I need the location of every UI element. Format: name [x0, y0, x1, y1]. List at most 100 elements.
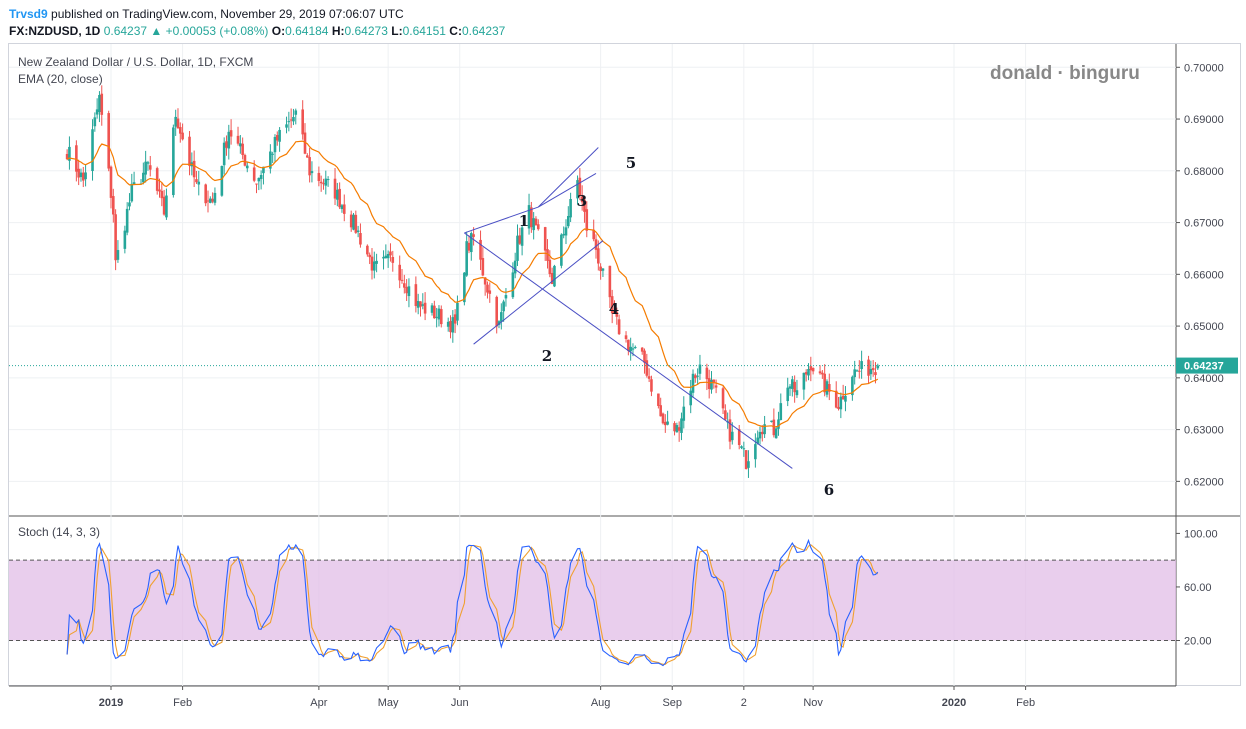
- candle-body: [608, 265, 612, 298]
- candle-body: [336, 189, 339, 200]
- candle-body: [222, 142, 226, 166]
- candle-body: [109, 166, 113, 198]
- author-name[interactable]: Trvsd9: [9, 7, 48, 21]
- candle-body: [543, 227, 547, 251]
- candle-body: [340, 205, 344, 210]
- wave-label-2: 2: [542, 347, 552, 365]
- candle-body: [737, 429, 741, 446]
- high-value: 0.64273: [344, 24, 388, 38]
- price-tick-label: 0.65000: [1184, 321, 1224, 333]
- candle-body: [301, 109, 304, 135]
- candle-body: [472, 234, 475, 237]
- time-tick-label: Feb: [1016, 697, 1035, 709]
- pattern-trendline: [537, 147, 599, 208]
- candle-body: [712, 379, 716, 383]
- price-tick-label: 0.67000: [1184, 218, 1224, 230]
- candle-body: [793, 381, 796, 393]
- candle-body: [403, 283, 406, 288]
- candle-body: [516, 235, 519, 261]
- candle-body: [520, 227, 524, 246]
- candle-body: [689, 390, 693, 406]
- candle-body: [786, 387, 790, 402]
- stoch-tick-label: 20.00: [1184, 635, 1212, 647]
- candle-body: [647, 376, 651, 379]
- candle-body: [322, 183, 325, 185]
- candle-body: [241, 143, 244, 156]
- candle-body: [372, 261, 376, 271]
- candle-body: [204, 184, 207, 204]
- stoch-band: [9, 560, 1176, 641]
- candle-body: [125, 208, 129, 233]
- time-tick-label: 2: [741, 697, 747, 709]
- pattern-trendline: [464, 232, 793, 469]
- price-tick-label: 0.63000: [1184, 425, 1224, 437]
- candle-body: [742, 448, 746, 450]
- candle-body: [465, 241, 468, 276]
- watermark: donald · binguru: [990, 63, 1140, 84]
- candle-body: [81, 172, 85, 181]
- candle-body: [206, 200, 210, 202]
- candle-body: [698, 364, 702, 374]
- candle-body: [93, 117, 97, 127]
- time-tick-label: Jun: [451, 697, 469, 709]
- wave-label-5: 5: [626, 154, 636, 172]
- candle-body: [601, 268, 605, 271]
- candle-body: [269, 151, 272, 169]
- candle-body: [257, 177, 261, 182]
- candle-body: [349, 214, 353, 228]
- candle-body: [613, 310, 616, 314]
- candle-body: [453, 314, 457, 324]
- candle-body: [599, 266, 602, 272]
- candle-body: [486, 284, 489, 293]
- candle-body: [640, 347, 644, 352]
- candle-body: [275, 135, 279, 141]
- candle-body: [326, 179, 330, 181]
- candle-body: [386, 253, 390, 259]
- candle-body: [389, 251, 392, 256]
- candle-body: [236, 135, 240, 144]
- candle-body: [209, 198, 212, 203]
- candle-body: [666, 421, 669, 425]
- candle-body: [585, 209, 589, 231]
- candle-body: [132, 182, 136, 186]
- candle-body: [479, 239, 482, 260]
- pattern-trendline: [464, 206, 539, 234]
- price-tick-label: 0.62000: [1184, 476, 1224, 488]
- candle-body: [439, 309, 443, 325]
- candle-body: [352, 214, 355, 230]
- candle-body: [597, 248, 600, 264]
- price-tick-label: 0.70000: [1184, 62, 1224, 74]
- candle-body: [259, 174, 263, 180]
- candle-body: [550, 272, 554, 285]
- candle-body: [162, 196, 166, 215]
- low-label: L:: [391, 24, 403, 38]
- candle-body: [763, 424, 766, 435]
- candle-body: [659, 405, 662, 417]
- candle-body: [536, 224, 540, 230]
- stoch-tick-label: 60.00: [1184, 582, 1212, 594]
- candle-body: [553, 265, 556, 287]
- candle-body: [398, 264, 401, 281]
- candle-body: [629, 346, 632, 352]
- close-value: 0.64237: [461, 24, 506, 38]
- candle-body: [804, 372, 808, 375]
- candle-body: [650, 379, 653, 392]
- candle-body: [181, 132, 184, 140]
- time-tick-label: May: [378, 697, 399, 709]
- candle-body: [419, 301, 422, 307]
- candle-body: [227, 131, 231, 149]
- wave-label-6: 6: [824, 481, 834, 499]
- price-tick-label: 0.66000: [1184, 269, 1224, 281]
- candle-body: [747, 461, 750, 468]
- candle-body: [643, 350, 646, 363]
- candle-body: [252, 167, 256, 181]
- candle-body: [451, 317, 455, 333]
- candle-body: [730, 431, 734, 441]
- candle-body: [435, 316, 438, 318]
- candle-body: [754, 444, 757, 460]
- candle-body: [416, 301, 420, 308]
- candle-body: [172, 127, 175, 196]
- candle-body: [333, 178, 337, 199]
- chart-title: New Zealand Dollar / U.S. Dollar, 1D, FX…: [18, 55, 254, 69]
